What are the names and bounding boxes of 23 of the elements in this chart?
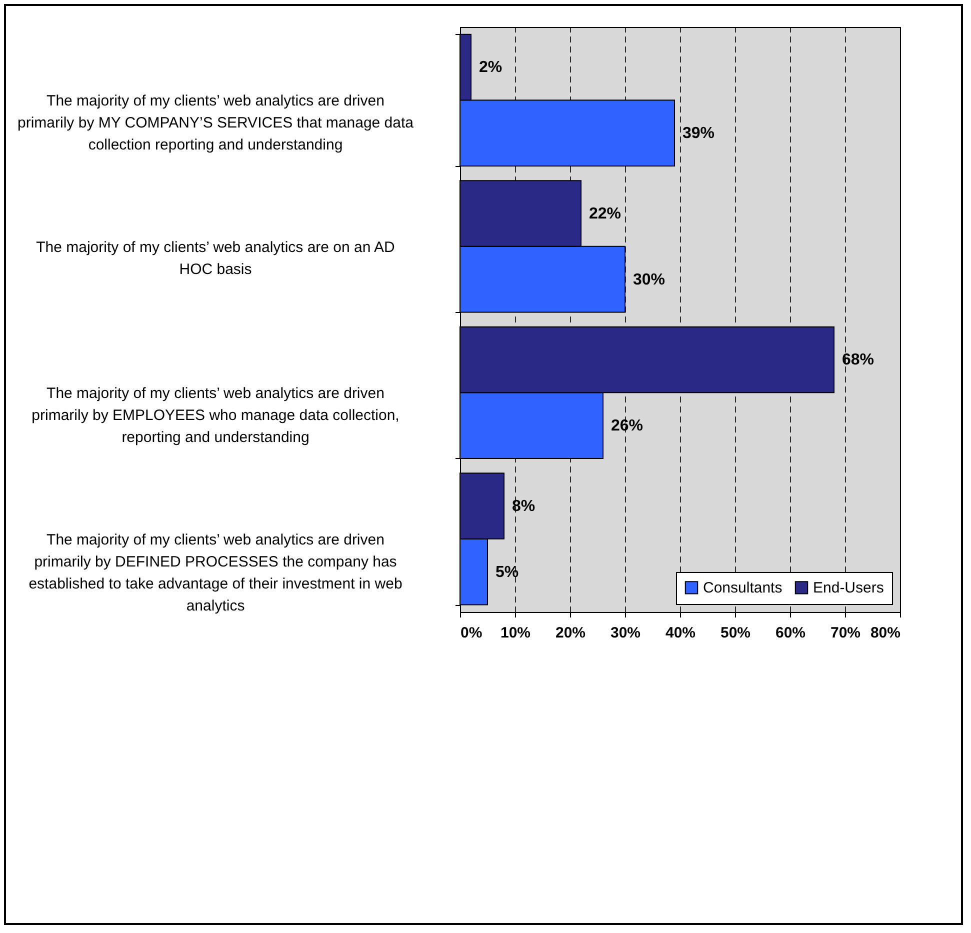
x-tick-label: 70% [830, 624, 861, 642]
x-tick-label: 20% [555, 624, 586, 642]
data-label: 26% [611, 418, 644, 435]
legend-label: Consultants [703, 580, 782, 597]
y-tick-label: The majority of my clients’ web analytics are driven primarily by MY COMPANY’S SERVICES that manage data collection reporting and understanding [18, 92, 414, 154]
data-label: 30% [633, 271, 666, 288]
y-tick-label: The majority of my clients’ web analytics are on an AD HOC basis [36, 238, 396, 278]
y-tick-label: The majority of my clients’ web analytics are driven primarily by DEFINED PROCESSES the company has established to take advantage of their investment in web analytics [28, 531, 402, 614]
data-label: 22% [589, 205, 622, 222]
x-tick-label: 60% [775, 624, 806, 642]
y-tick-label: The majority of my clients’ web analytics are driven primarily by EMPLOYEES who manage data collection, reporting and understanding [32, 385, 400, 446]
data-label: 5% [496, 564, 519, 581]
data-label: 68% [842, 352, 874, 369]
x-tick-label: 50% [720, 624, 751, 642]
x-tick-label: 40% [665, 624, 696, 642]
legend-label: End-Users [813, 580, 884, 597]
data-label: 39% [682, 125, 715, 142]
x-tick-label: 0% [460, 624, 482, 642]
data-label: 8% [512, 498, 536, 515]
data-label: 2% [479, 59, 502, 76]
x-tick-label: 80% [870, 624, 900, 642]
x-tick-label: 30% [610, 624, 641, 642]
x-tick-label: 10% [500, 624, 531, 642]
